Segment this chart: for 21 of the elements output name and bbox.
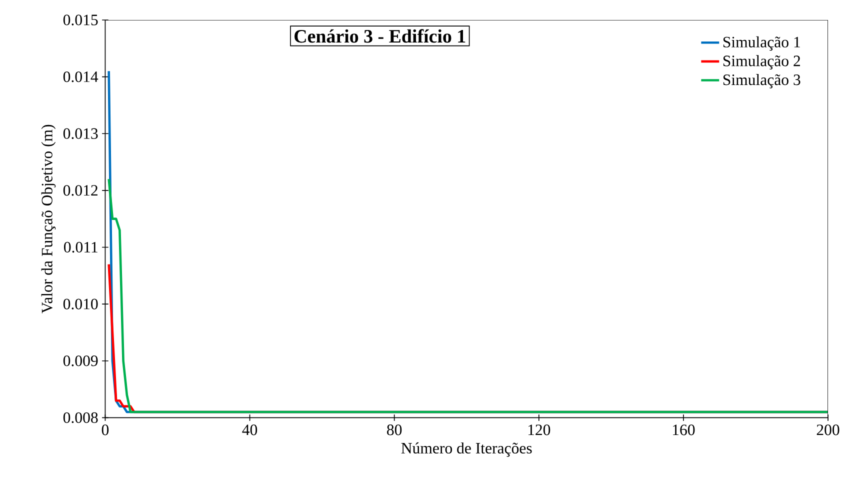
y-tick-label: 0.014 [63, 72, 98, 82]
x-tick-label: 160 [673, 424, 695, 436]
x-tick-label: 40 [242, 424, 258, 436]
y-tick-label: 0.010 [63, 298, 98, 310]
y-axis-title: Valor da Funçaõ Objetivo (m) [41, 124, 56, 314]
y-tick-label: 0.009 [63, 356, 98, 366]
legend-label: Simulação 2 [723, 55, 800, 70]
y-tick-label: 0.012 [63, 185, 98, 196]
legend-label: Simulação 1 [723, 36, 800, 51]
x-tick-label: 120 [528, 424, 550, 436]
legend-label: Simulação 3 [723, 74, 800, 88]
y-tick-label: 0.011 [64, 242, 98, 253]
line-series [108, 178, 828, 414]
x-tick-label: 80 [387, 424, 402, 436]
chart-title: Cenário 3 - Edifício 1 [294, 29, 466, 43]
x-tick-label: 0 [102, 424, 109, 436]
y-tick-label: 0.015 [63, 14, 98, 26]
x-axis-title: Número de Iterações [401, 442, 532, 457]
y-tick-label: 0.008 [63, 412, 98, 424]
x-tick-label: 200 [816, 424, 840, 436]
y-tick-label: 0.013 [63, 128, 98, 140]
